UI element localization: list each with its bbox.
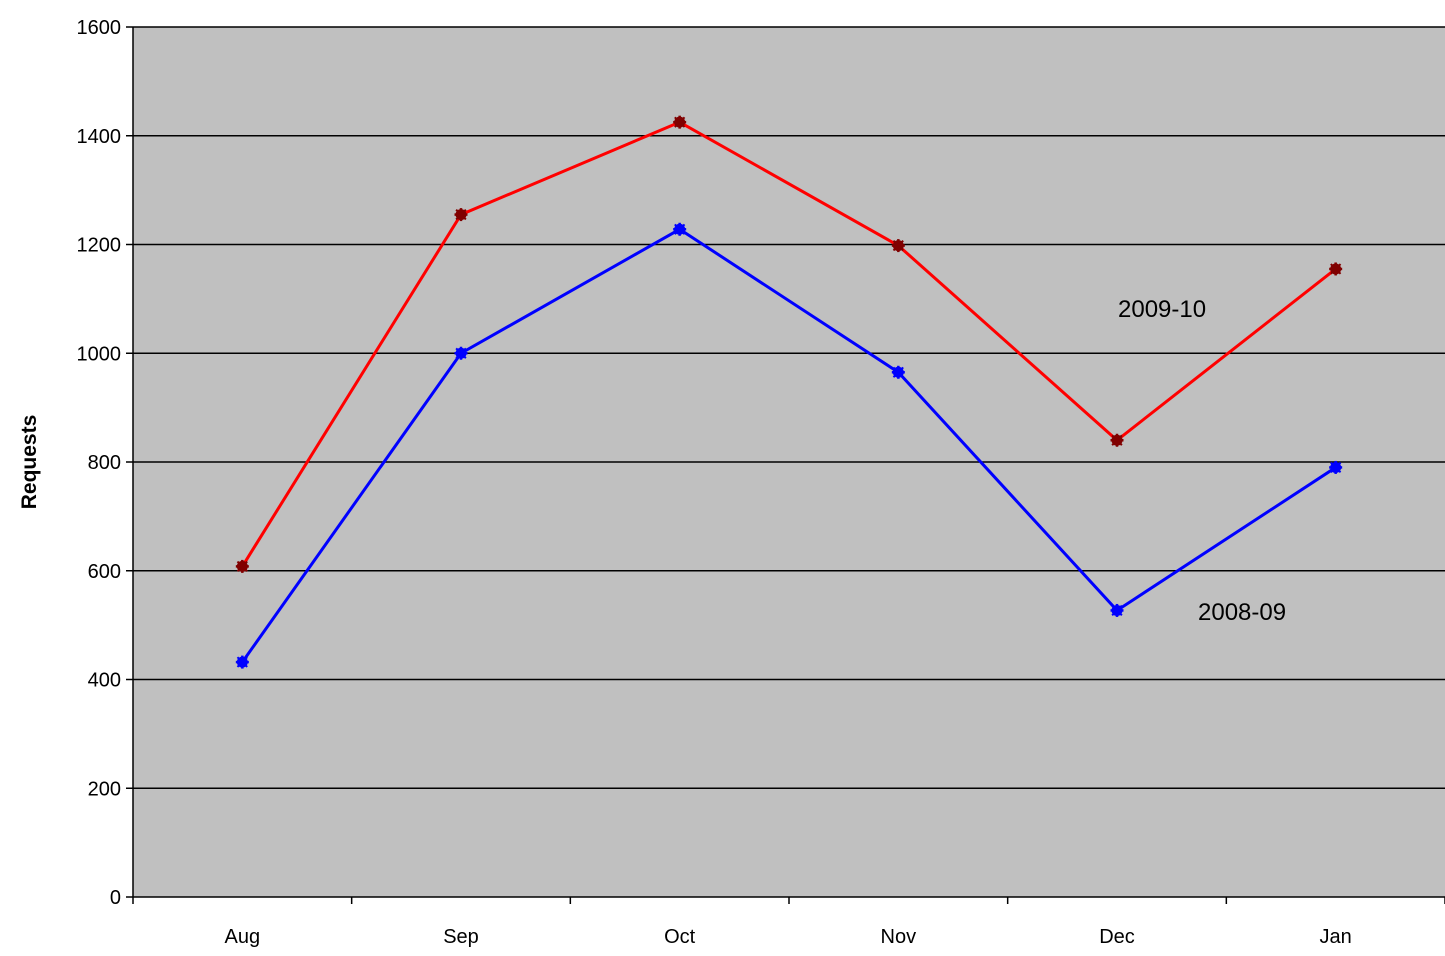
x-tick-label-jan: Jan xyxy=(1320,926,1352,948)
data-point-2009-10-nov xyxy=(891,239,905,253)
y-tick-label-1000: 1000 xyxy=(77,343,122,365)
data-point-2009-10-oct xyxy=(673,115,687,129)
y-tick-label-1600: 1600 xyxy=(77,17,122,39)
x-tick-label-dec: Dec xyxy=(1099,926,1135,948)
x-tick-label-nov: Nov xyxy=(881,926,917,948)
data-point-2009-10-sep xyxy=(454,208,468,222)
gridlines xyxy=(133,26,1445,789)
series-line-2009-10 xyxy=(241,120,1337,568)
y-tick-label-0: 0 xyxy=(110,887,121,909)
y-tick-label-1400: 1400 xyxy=(77,126,122,148)
y-axis-title: Requests xyxy=(18,415,41,510)
data-point-2008-09-jan xyxy=(1329,460,1343,474)
series-annotation-2009-10: 2009-10 xyxy=(1118,296,1206,323)
series-lines xyxy=(241,120,1337,663)
axes xyxy=(126,26,1445,904)
y-tick-label-400: 400 xyxy=(88,670,121,692)
x-tick-label-aug: Aug xyxy=(225,926,261,948)
data-point-2008-09-sep xyxy=(454,346,468,360)
data-point-2009-10-jan xyxy=(1329,262,1343,276)
tick-labels: 0 200 400 600 800 1000 1200 1400 1600 Aug Sep Oct No… xyxy=(77,17,1352,948)
y-tick-label-1200: 1200 xyxy=(77,235,122,257)
x-tick-label-oct: Oct xyxy=(664,926,696,948)
data-point-2008-09-dec xyxy=(1110,603,1124,617)
data-point-2008-09-aug xyxy=(235,655,249,669)
y-tick-label-800: 800 xyxy=(88,452,121,474)
series-annotations: 2009-10 2008-09 xyxy=(1118,296,1286,626)
y-tick-label-600: 600 xyxy=(88,561,121,583)
data-point-2009-10-aug xyxy=(235,559,249,573)
data-markers xyxy=(235,115,1343,669)
y-tick-label-200: 200 xyxy=(88,778,121,800)
data-point-2008-09-oct xyxy=(673,222,687,236)
x-tick-label-sep: Sep xyxy=(443,926,479,948)
data-point-2009-10-dec xyxy=(1110,433,1124,447)
series-line-2008-09 xyxy=(241,227,1337,663)
series-annotation-2008-09: 2008-09 xyxy=(1198,599,1286,626)
data-point-2008-09-nov xyxy=(891,365,905,379)
